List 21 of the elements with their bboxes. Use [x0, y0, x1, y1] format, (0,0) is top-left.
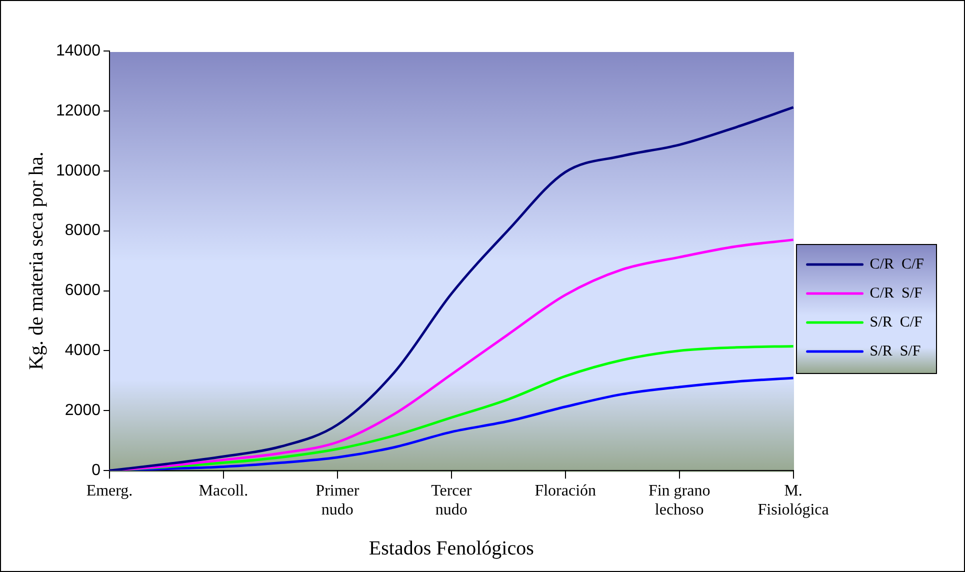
y-tick-label: 8000 [64, 222, 101, 240]
y-tick-label: 2000 [64, 402, 101, 420]
y-tick-label: 6000 [64, 282, 101, 300]
x-tick-label: Macoll. [198, 482, 248, 500]
x-tick-label: Emerg. [86, 482, 133, 500]
x-axis-title: Estados Fenológicos [368, 537, 534, 560]
legend-label: S/R C/F [870, 314, 922, 330]
x-tick-label: Floración [534, 482, 596, 500]
y-tick-label: 14000 [56, 42, 101, 60]
y-tick-label: 4000 [64, 342, 101, 360]
y-tick-label: 0 [92, 462, 101, 480]
y-tick-label: 12000 [56, 102, 101, 120]
x-tick-label: Primer nudo [316, 482, 360, 519]
legend-label: C/R S/F [870, 285, 922, 302]
x-tick-label: Tercer nudo [431, 482, 472, 519]
y-tick-label: 10000 [56, 162, 101, 180]
legend-label: S/R S/F [870, 343, 921, 360]
y-axis-title: Kg. de materia seca por ha. [25, 152, 48, 370]
x-tick-label: M. Fisiológica [758, 482, 829, 519]
x-tick-label: Fin grano lechoso [648, 482, 710, 519]
legend-label: C/R C/F [870, 256, 924, 272]
